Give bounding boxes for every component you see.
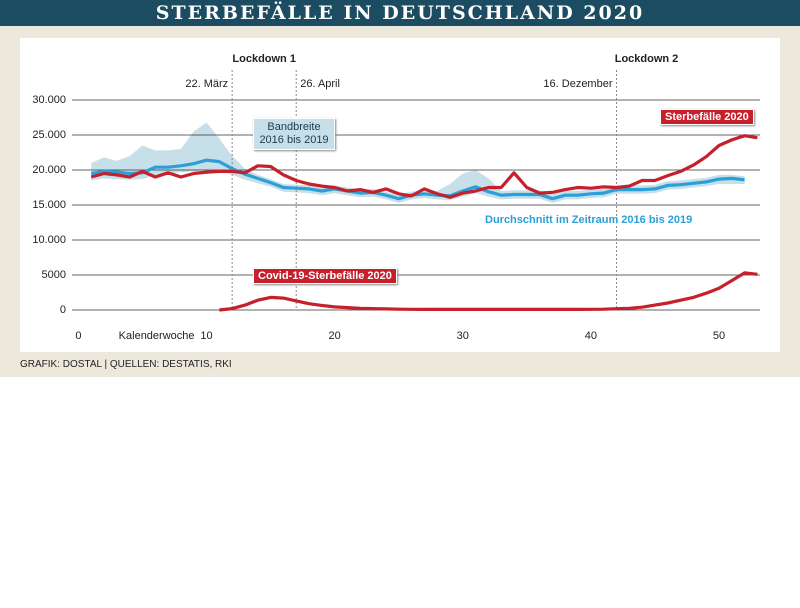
y-tick-label: 25.000: [32, 129, 66, 141]
series-label: Sterbefälle 2020: [660, 109, 754, 125]
lockdown-label: Lockdown 1: [232, 53, 296, 65]
chart: 0 5000 10.000 15.000 20.000 25.000 30.000 0 10 20…: [32, 53, 760, 342]
series-line: [90, 134, 758, 199]
y-tick-label: 15.000: [32, 199, 66, 211]
x-tick-label: 30: [457, 330, 469, 342]
y-tick-label: 0: [60, 304, 66, 316]
source: GRAFIK: DOSTAL | QUELLEN: DESTATIS, RKI: [20, 359, 232, 370]
x-tick-label: 40: [585, 330, 597, 342]
y-tick-label: 20.000: [32, 164, 66, 176]
x-tick-label: 10: [200, 330, 212, 342]
series-line: [219, 271, 758, 312]
lockdown-label: Lockdown 2: [615, 53, 679, 65]
y-tick-label: 30.000: [32, 94, 66, 106]
x-tick-label: 50: [713, 330, 725, 342]
y-tick-label: 10.000: [32, 234, 66, 246]
series-label: Durchschnitt im Zeitraum 2016 bis 2019: [485, 214, 693, 226]
y-tick-label: 5000: [42, 269, 66, 281]
lockdown-date: 22. März: [185, 78, 228, 90]
lockdown-date: 16. Dezember: [543, 78, 612, 90]
x-tick-label: 0: [75, 330, 81, 342]
lockdown-date: 26. April: [300, 78, 340, 90]
series-label: Covid-19-Sterbefälle 2020: [253, 268, 397, 284]
series-label: Bandbreite 2016 bis 2019: [253, 118, 335, 150]
chart-title: STERBEFÄLLE IN DEUTSCHLAND 2020: [0, 0, 800, 26]
series-line: [90, 158, 745, 201]
x-axis-label: Kalenderwoche: [119, 330, 195, 342]
x-tick-label: 20: [329, 330, 341, 342]
